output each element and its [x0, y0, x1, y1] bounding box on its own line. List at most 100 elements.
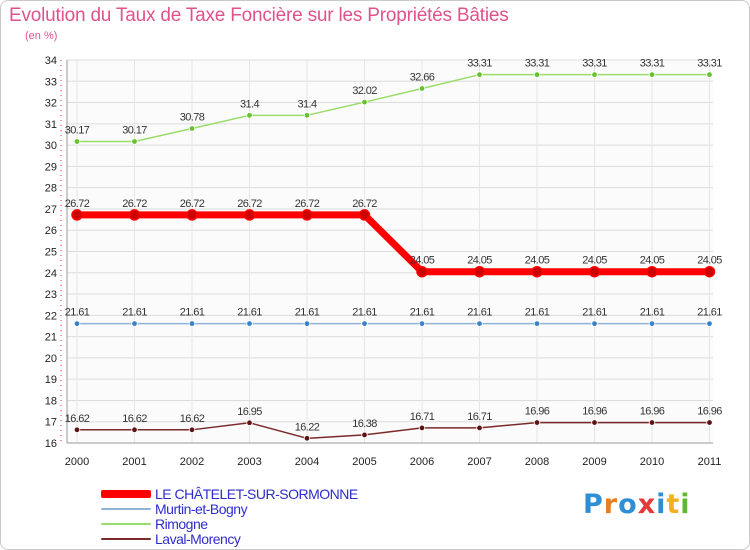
data-point-laval-morency [418, 424, 426, 432]
data-label-rimogne: 32.02 [352, 85, 377, 97]
logo-letter: i [680, 489, 691, 520]
y-tick-label: 21 [45, 332, 57, 344]
y-tick-label: 19 [45, 374, 57, 386]
data-point-le-ch-telet-sur-sormonne [473, 265, 486, 278]
proxiti-logo: Proxiti [583, 489, 691, 520]
data-point-laval-morency [361, 431, 368, 439]
data-label-murtin-et-bogny: 21.61 [467, 307, 492, 319]
data-label-rimogne: 33.31 [697, 58, 722, 70]
data-label-rimogne: 33.31 [582, 58, 607, 70]
legend-label: Rimogne [155, 516, 208, 532]
data-label-le-ch-telet-sur-sormonne: 26.72 [295, 198, 320, 210]
data-label-le-ch-telet-sur-sormonne: 26.72 [122, 198, 147, 210]
legend-swatch [101, 508, 151, 510]
y-tick-label: 25 [45, 247, 57, 259]
data-label-rimogne: 32.66 [410, 72, 435, 84]
data-point-laval-morency [303, 435, 311, 442]
x-tick-label: 2010 [640, 456, 664, 468]
data-label-le-ch-telet-sur-sormonne: 24.05 [697, 255, 722, 267]
data-point-le-ch-telet-sur-sormonne [243, 209, 256, 221]
data-point-le-ch-telet-sur-sormonne [703, 265, 716, 278]
data-point-murtin-et-bogny [188, 320, 196, 327]
legend-swatch [101, 538, 151, 540]
y-tick-label: 28 [45, 183, 57, 195]
data-point-laval-morency [706, 419, 713, 426]
data-point-murtin-et-bogny [418, 320, 426, 327]
data-label-laval-morency: 16.62 [180, 413, 205, 425]
data-point-rimogne [246, 112, 253, 119]
data-point-rimogne [476, 71, 483, 78]
y-tick-label: 27 [45, 204, 57, 216]
y-tick-label: 16 [45, 438, 57, 450]
data-point-le-ch-telet-sur-sormonne [358, 209, 371, 221]
y-tick-label: 33 [45, 76, 57, 88]
legend-swatch [101, 490, 151, 498]
data-point-murtin-et-bogny [303, 320, 311, 327]
data-point-le-ch-telet-sur-sormonne [416, 265, 428, 278]
data-point-rimogne [533, 71, 541, 78]
y-tick-label: 34 [45, 55, 57, 67]
data-point-laval-morency [131, 426, 138, 434]
y-tick-label: 18 [45, 395, 57, 407]
chart-title: Evolution du Taux de Taxe Foncière sur l… [9, 5, 509, 26]
data-label-le-ch-telet-sur-sormonne: 24.05 [410, 255, 435, 267]
data-point-murtin-et-bogny [591, 320, 598, 327]
data-point-le-ch-telet-sur-sormonne [128, 209, 141, 221]
legend-label: LE CHÂTELET-SUR-SORMONNE [155, 486, 358, 502]
data-point-le-ch-telet-sur-sormonne [186, 209, 198, 221]
data-point-le-ch-telet-sur-sormonne [71, 209, 83, 221]
data-point-laval-morency [591, 419, 598, 426]
data-label-murtin-et-bogny: 21.61 [65, 307, 90, 319]
data-point-rimogne [303, 112, 311, 119]
x-tick-label: 2003 [237, 456, 261, 468]
data-point-murtin-et-bogny [706, 320, 713, 327]
data-point-laval-morency [476, 424, 483, 432]
data-label-le-ch-telet-sur-sormonne: 24.05 [525, 255, 550, 267]
x-tick-label: 2000 [65, 456, 89, 468]
data-point-murtin-et-bogny [73, 320, 81, 327]
data-label-rimogne: 33.31 [525, 58, 550, 70]
data-label-rimogne: 31.4 [297, 98, 316, 110]
data-label-laval-morency: 16.38 [352, 418, 377, 430]
data-label-laval-morency: 16.22 [295, 421, 320, 433]
data-point-laval-morency [533, 419, 541, 426]
data-point-rimogne [591, 71, 598, 78]
data-point-murtin-et-bogny [246, 320, 253, 327]
data-label-rimogne: 33.31 [467, 58, 492, 70]
data-label-laval-morency: 16.71 [410, 411, 435, 423]
data-label-murtin-et-bogny: 21.61 [295, 307, 320, 319]
data-point-murtin-et-bogny [476, 320, 483, 327]
data-label-le-ch-telet-sur-sormonne: 26.72 [352, 198, 377, 210]
y-tick-label: 17 [45, 417, 57, 429]
logo-letter: i [656, 489, 667, 520]
data-label-murtin-et-bogny: 21.61 [180, 307, 205, 319]
y-tick-label: 22 [45, 310, 57, 322]
data-label-murtin-et-bogny: 21.61 [410, 307, 435, 319]
series-line-rimogne [76, 73, 711, 143]
y-tick-label: 30 [45, 140, 57, 152]
data-label-le-ch-telet-sur-sormonne: 24.05 [582, 255, 607, 267]
data-point-rimogne [418, 85, 426, 92]
data-label-rimogne: 33.31 [640, 58, 665, 70]
y-tick-label: 20 [45, 353, 57, 365]
data-label-le-ch-telet-sur-sormonne: 26.72 [180, 198, 205, 210]
data-point-murtin-et-bogny [648, 320, 656, 327]
x-tick-label: 2001 [122, 456, 146, 468]
data-label-le-ch-telet-sur-sormonne: 26.72 [65, 198, 90, 210]
data-point-murtin-et-bogny [361, 320, 368, 327]
data-point-le-ch-telet-sur-sormonne [646, 265, 658, 278]
x-tick-label: 2006 [410, 456, 434, 468]
data-label-laval-morency: 16.62 [122, 413, 147, 425]
unit-label: (en %) [25, 30, 58, 42]
data-label-murtin-et-bogny: 21.61 [582, 307, 607, 319]
data-label-murtin-et-bogny: 21.61 [237, 307, 262, 319]
data-label-murtin-et-bogny: 21.61 [640, 307, 665, 319]
data-point-le-ch-telet-sur-sormonne [301, 209, 313, 221]
x-tick-label: 2009 [582, 456, 606, 468]
legend-swatch [101, 523, 151, 525]
y-tick-label: 32 [45, 98, 57, 110]
data-label-laval-morency: 16.96 [525, 406, 550, 418]
logo-letter: o [618, 489, 638, 520]
data-point-le-ch-telet-sur-sormonne [588, 265, 601, 278]
